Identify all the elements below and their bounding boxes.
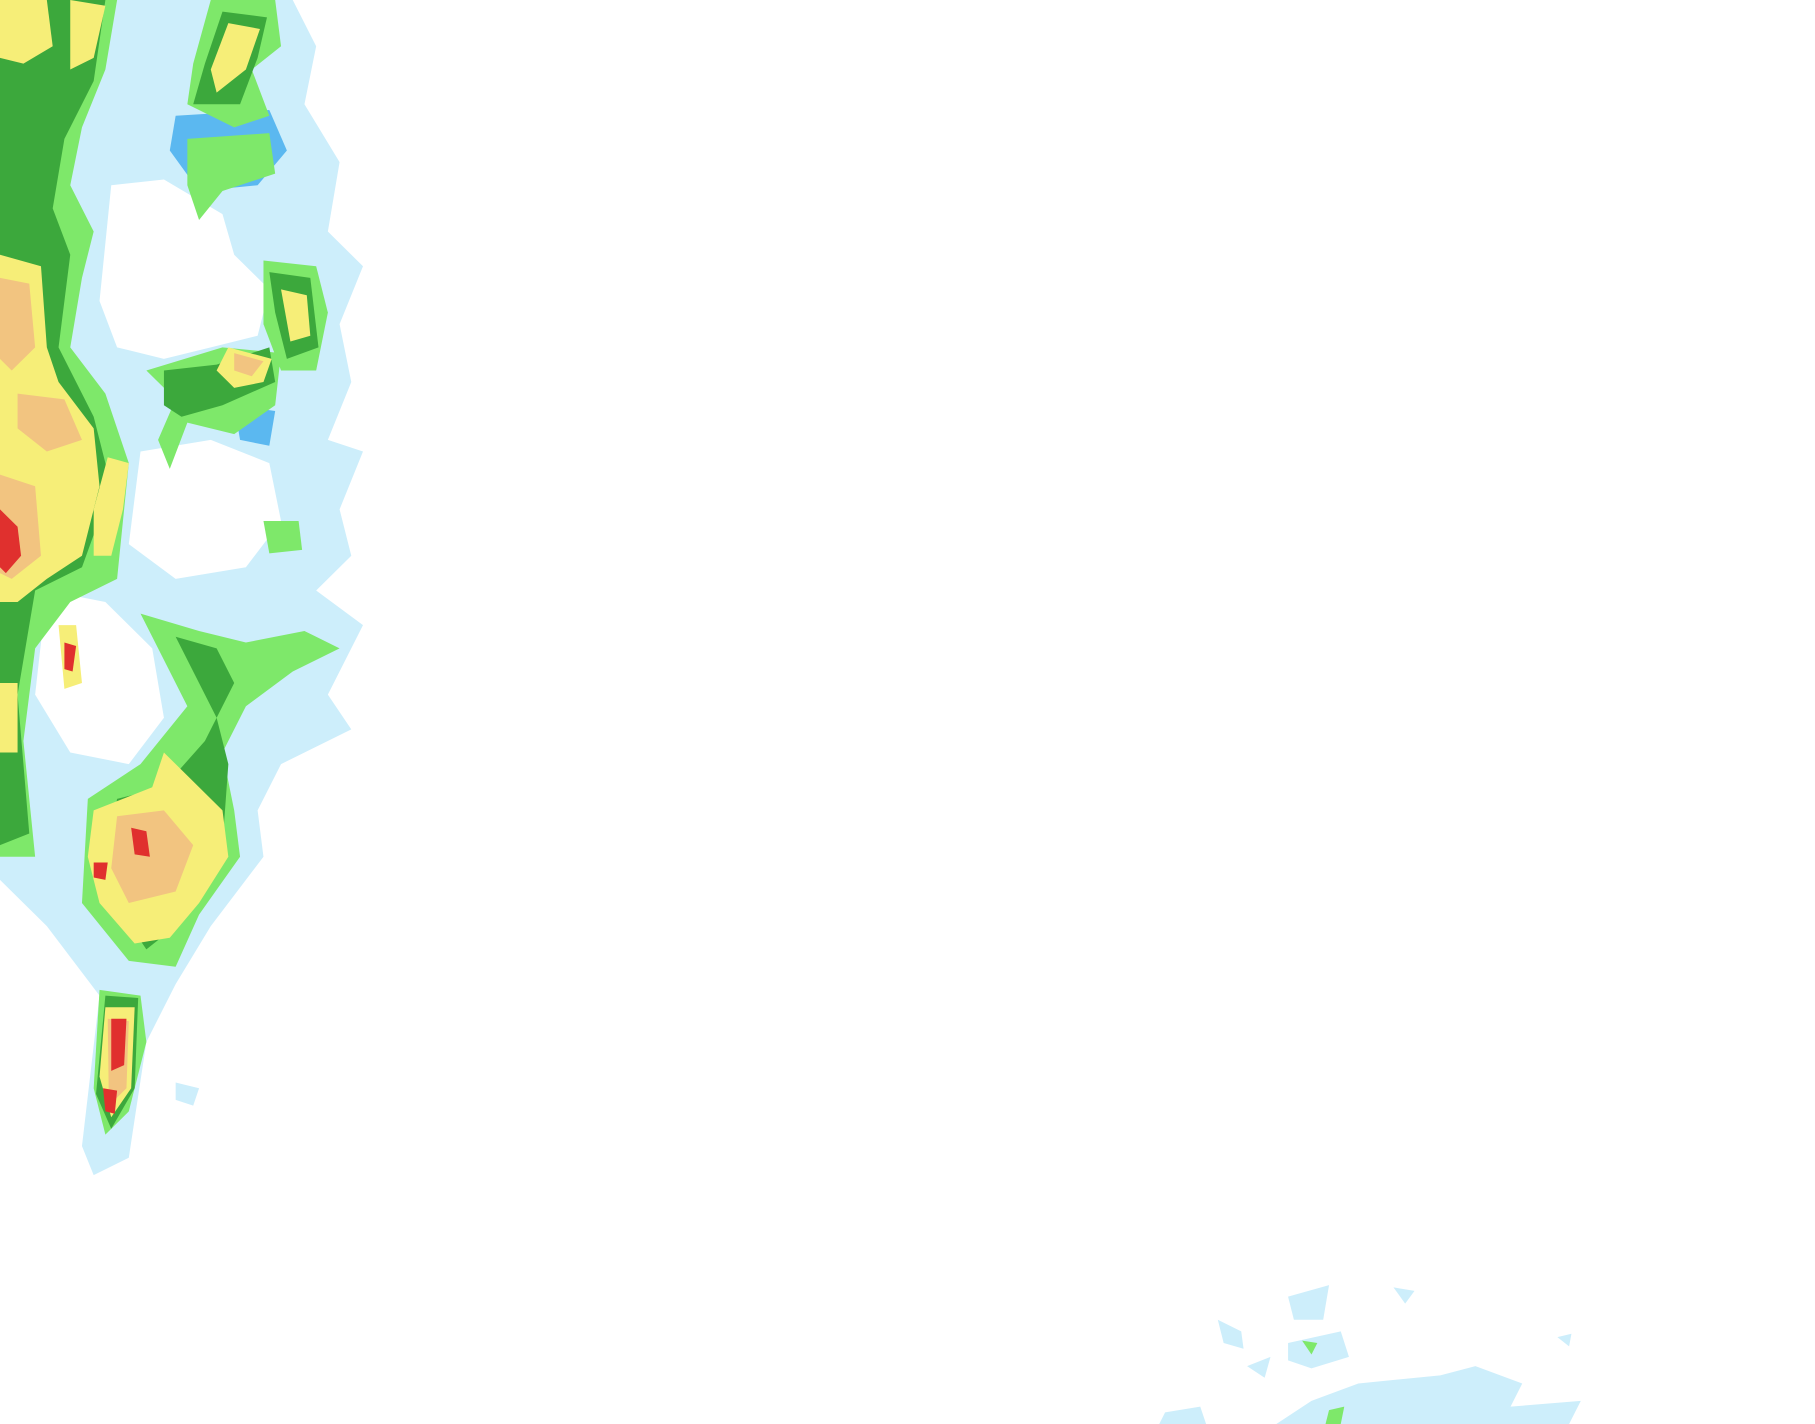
rain-red — [0, 509, 150, 1114]
